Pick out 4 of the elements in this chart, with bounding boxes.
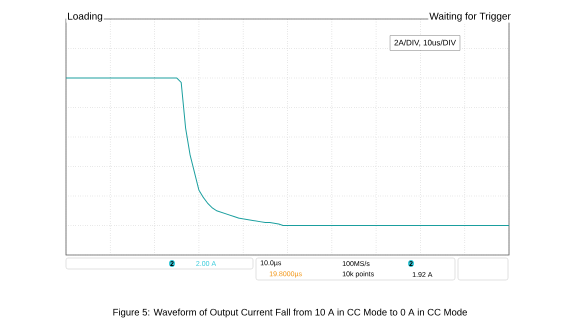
text: Loading bbox=[68, 12, 102, 22]
text: Waiting for Trigger bbox=[429, 12, 511, 22]
text: 2A/DIV, 10us/DIV bbox=[394, 40, 456, 46]
caption: Figure 5: Waveform of Output Current Fall from 10 A in CC Mode to 0 A in CC Mode bbox=[113, 308, 467, 318]
